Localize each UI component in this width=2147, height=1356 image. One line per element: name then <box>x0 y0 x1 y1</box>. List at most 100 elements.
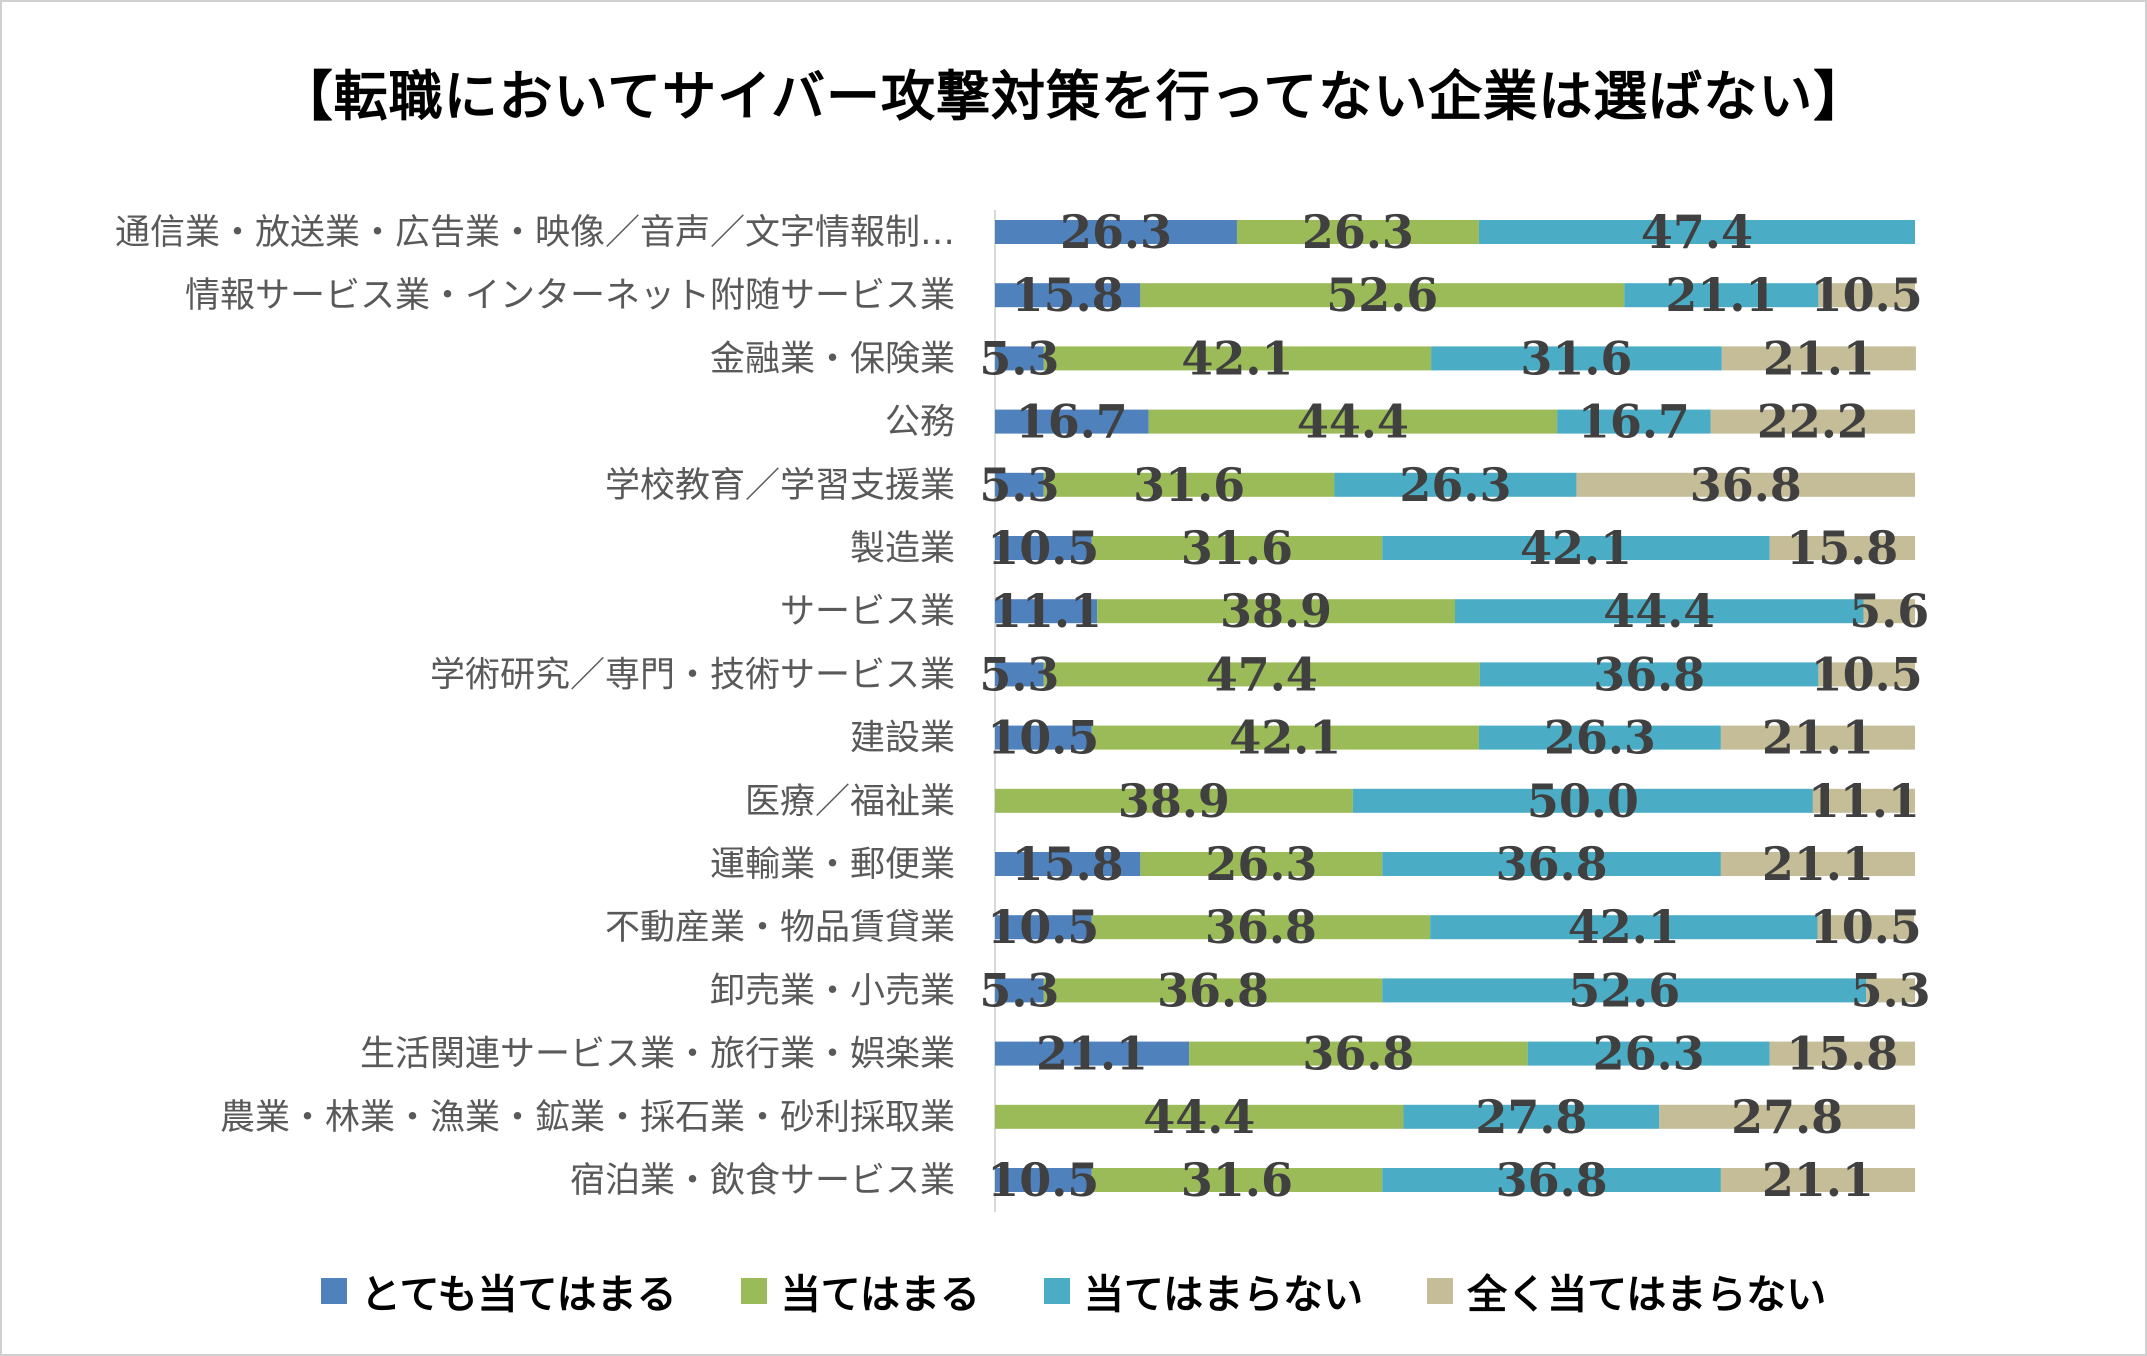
value-labels: 26.3 26.3 47.4 15.8 52.6 21.1 10.5 5.3 42.1 31.6 2… <box>979 205 1930 1207</box>
bar-segment <box>995 1104 1404 1129</box>
value-label: 21.1 <box>1763 331 1875 385</box>
bar-segment <box>1043 662 1480 687</box>
bar-segment <box>995 978 1044 1003</box>
bar-segment <box>1478 725 1721 750</box>
bar-segment <box>995 1168 1092 1192</box>
bar-segment <box>1720 1168 1915 1192</box>
category-label: 卸売業・小売業 <box>710 971 955 1011</box>
value-label: 26.3 <box>1205 837 1317 891</box>
value-label: 10.5 <box>987 711 1099 765</box>
bar-segment <box>995 915 1092 940</box>
legend-item: 当てはまらない <box>1043 1262 1364 1320</box>
bar-segment <box>1479 662 1819 687</box>
bar-segment <box>1043 472 1335 497</box>
category-label: 建設業 <box>850 719 955 759</box>
bar-segment <box>1812 788 1915 813</box>
legend-label: 全く当てはまらない <box>1467 1272 1827 1318</box>
value-label: 5.3 <box>979 458 1059 512</box>
chart-title: 【転職においてサイバー攻撃対策を行ってない企業は選ばない】 <box>278 65 1869 128</box>
bar-segment <box>995 536 1092 560</box>
value-label: 21.1 <box>1665 268 1777 322</box>
bar-segment <box>1818 283 1915 308</box>
value-label: 5.3 <box>979 647 1059 701</box>
value-label: 21.1 <box>1762 1153 1874 1207</box>
value-label: 26.3 <box>1593 1027 1705 1081</box>
value-label: 31.6 <box>1181 521 1293 575</box>
value-label: 38.9 <box>1118 774 1230 828</box>
value-label: 27.8 <box>1475 1090 1587 1144</box>
value-label: 47.4 <box>1641 205 1753 259</box>
legend-label: とても当てはまる <box>360 1272 677 1318</box>
value-label: 42.1 <box>1520 521 1632 575</box>
category-label: 農業・林業・漁業・鉱業・採石業・砂利採取業 <box>220 1098 955 1138</box>
value-label: 27.8 <box>1731 1090 1843 1144</box>
value-label: 26.3 <box>1302 205 1414 259</box>
bar-segment <box>1576 472 1915 497</box>
value-label: 15.8 <box>1012 837 1124 891</box>
category-label: 学校教育／学習支援業 <box>605 466 955 506</box>
value-label: 5.3 <box>1851 963 1931 1017</box>
category-label: 学術研究／専門・技術サービス業 <box>430 655 955 695</box>
value-label: 10.5 <box>1811 268 1923 322</box>
category-label: 情報サービス業・インターネット附随サービス業 <box>185 276 955 316</box>
bar-segment <box>1334 472 1577 497</box>
value-label: 42.1 <box>1229 711 1341 765</box>
bar-segment <box>1720 725 1915 750</box>
bar-segment <box>1382 536 1770 560</box>
category-label: 医療／福祉業 <box>745 782 955 822</box>
bar-segment <box>1382 1168 1721 1192</box>
value-label: 36.8 <box>1496 837 1608 891</box>
value-label: 44.4 <box>1143 1090 1255 1144</box>
bar-segment <box>1557 409 1711 434</box>
bar-segment <box>1430 915 1818 940</box>
legend-label: 当てはまる <box>780 1272 980 1318</box>
value-label: 42.1 <box>1181 331 1293 385</box>
value-label: 11.1 <box>990 584 1102 638</box>
bar-segment <box>1431 346 1722 371</box>
bar-segment <box>1043 978 1383 1003</box>
bar-segment <box>1659 1104 1915 1129</box>
category-label: 公務 <box>885 403 955 443</box>
bar-segment <box>995 346 1044 371</box>
value-label: 31.6 <box>1520 331 1632 385</box>
bar-segment <box>995 220 1237 244</box>
value-label: 5.3 <box>979 331 1059 385</box>
value-label: 5.6 <box>1849 584 1929 638</box>
bars <box>995 220 1916 1192</box>
category-label: サービス業 <box>780 592 955 632</box>
bar-segment <box>1189 1041 1528 1066</box>
bar-segment <box>995 788 1353 813</box>
category-label: 不動産業・物品賃貸業 <box>605 908 955 948</box>
value-label: 44.4 <box>1603 584 1715 638</box>
bar-segment <box>1527 1041 1770 1066</box>
value-label: 31.6 <box>1133 458 1245 512</box>
bar-segment <box>1091 1168 1383 1192</box>
value-label: 36.8 <box>1302 1027 1414 1081</box>
legend-item: 当てはまる <box>740 1262 980 1320</box>
value-label: 15.8 <box>1786 1027 1898 1081</box>
bar-segment <box>1236 220 1479 244</box>
bar-segment <box>995 852 1141 876</box>
value-label: 15.8 <box>1786 521 1898 575</box>
value-label: 47.4 <box>1206 647 1318 701</box>
legend-swatch <box>1043 1278 1070 1304</box>
bar-segment <box>1720 852 1915 876</box>
bar-segment <box>1769 536 1915 560</box>
legend: とても当てはまる 当てはまる 当てはまらない 全く当てはまらない <box>0 1262 2147 1320</box>
value-label: 31.6 <box>1181 1153 1293 1207</box>
bar-segment <box>1817 915 1915 940</box>
value-label: 50.0 <box>1527 774 1639 828</box>
bar-segment <box>995 662 1044 687</box>
category-label: 生活関連サービス業・旅行業・娯楽業 <box>360 1035 955 1075</box>
value-label: 36.8 <box>1593 647 1705 701</box>
category-label: 金融業・保険業 <box>710 339 955 379</box>
value-label: 22.2 <box>1757 395 1869 449</box>
value-label: 21.1 <box>1762 711 1874 765</box>
value-label: 52.6 <box>1326 268 1438 322</box>
legend-label: 当てはまらない <box>1083 1272 1364 1318</box>
bar-segment <box>1097 599 1455 624</box>
value-label: 10.5 <box>987 521 1099 575</box>
value-label: 36.8 <box>1205 900 1317 954</box>
category-label: 運輸業・郵便業 <box>710 845 955 885</box>
